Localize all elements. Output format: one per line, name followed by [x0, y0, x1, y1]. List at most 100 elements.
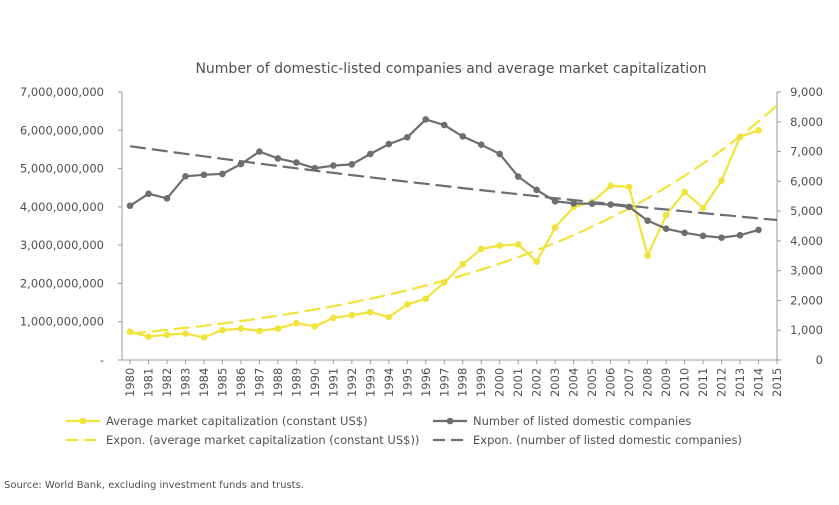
data-point — [736, 133, 744, 141]
data-point — [755, 126, 762, 134]
legend-marker — [79, 417, 87, 425]
x-tick-label: 2002 — [530, 368, 544, 397]
right-tick-label: 2,000 — [790, 293, 823, 307]
x-tick-label: 1992 — [345, 368, 359, 397]
data-point — [514, 241, 522, 248]
x-tick-label: 2003 — [548, 368, 562, 397]
x-tick-label: 1996 — [419, 368, 433, 397]
data-point — [126, 202, 134, 210]
x-tick-label: 1987 — [252, 368, 266, 397]
data-point — [385, 140, 393, 148]
data-point — [145, 190, 152, 198]
x-tick-label: 1995 — [400, 368, 414, 397]
left-tick-label: 7,000,000,000 — [20, 85, 104, 99]
data-point — [367, 308, 374, 316]
x-tick-label: 1990 — [308, 368, 322, 397]
x-tick-label: 1991 — [326, 368, 340, 397]
data-point — [182, 172, 189, 180]
data-point — [699, 232, 707, 240]
x-tick-label: 2006 — [604, 368, 618, 397]
source-note: Source: World Bank, excluding investment… — [4, 480, 304, 491]
data-point — [256, 148, 263, 155]
left-tick-label: 6,000,000,000 — [20, 123, 104, 137]
left-tick-label: 4,000,000,000 — [20, 200, 104, 214]
data-point — [533, 186, 540, 194]
data-point — [681, 229, 688, 237]
x-tick-label: 2014 — [752, 368, 766, 397]
x-tick-label: 1999 — [474, 368, 488, 397]
data-point — [293, 159, 300, 166]
data-point — [459, 133, 467, 140]
right-tick-label: 7,000 — [790, 145, 823, 159]
data-point — [126, 328, 134, 335]
x-tick-label: 2012 — [715, 368, 729, 397]
data-point — [570, 200, 577, 207]
data-point — [477, 141, 485, 149]
data-point — [348, 311, 356, 319]
x-tick-label: 2005 — [585, 368, 599, 397]
legend-label: Expon. (average market capitalization (c… — [106, 433, 419, 447]
x-tick-label: 1980 — [123, 368, 137, 397]
x-tick-label: 1998 — [456, 368, 470, 397]
left-tick-label: 5,000,000,000 — [20, 162, 104, 176]
right-tick-label: 3,000 — [790, 264, 823, 278]
data-point — [662, 225, 670, 232]
x-tick-label: 2009 — [659, 368, 673, 397]
data-point — [367, 150, 374, 158]
legend-label: Average market capitalization (constant … — [106, 414, 368, 428]
data-point — [496, 150, 504, 158]
legend: Average market capitalization (constant … — [66, 414, 742, 447]
data-point — [422, 116, 430, 123]
legend-label: Number of listed domestic companies — [473, 414, 691, 428]
data-point — [607, 201, 614, 208]
chart-title: Number of domestic-listed companies and … — [195, 61, 706, 77]
x-tick-label: 2008 — [641, 368, 655, 397]
trend-line — [129, 104, 778, 335]
data-point — [219, 170, 226, 178]
x-tick-label: 1993 — [363, 368, 377, 397]
x-tick-label: 1997 — [437, 368, 451, 397]
data-point — [625, 203, 633, 211]
right-tick-label: 0 — [816, 353, 823, 367]
x-tick-label: 1994 — [382, 368, 396, 397]
data-point — [755, 226, 762, 234]
legend-label: Expon. (number of listed domestic compan… — [473, 433, 742, 447]
data-point — [644, 252, 651, 259]
data-point — [422, 295, 430, 303]
x-tick-label: 2015 — [770, 368, 784, 397]
x-tick-label: 2000 — [493, 368, 507, 397]
x-tick-label: 1984 — [197, 368, 211, 397]
x-tick-label: 2004 — [567, 368, 581, 397]
x-tick-label: 2013 — [733, 368, 747, 397]
data-point — [274, 325, 282, 332]
data-point — [718, 177, 725, 185]
data-point — [403, 133, 411, 141]
left-tick-label: 3,000,000,000 — [20, 238, 104, 252]
right-tick-label: 8,000 — [790, 115, 823, 129]
left-tick-label: 1,000,000,000 — [20, 315, 104, 329]
data-point — [699, 204, 707, 212]
x-tick-label: 2010 — [678, 368, 692, 397]
x-tick-label: 2001 — [511, 368, 525, 397]
right-tick-label: 5,000 — [790, 204, 823, 218]
legend-marker — [446, 417, 454, 425]
series-lines — [126, 116, 762, 341]
data-point — [237, 325, 245, 332]
right-tick-label: 1,000 — [790, 323, 823, 337]
data-point — [588, 200, 596, 207]
data-point — [274, 155, 282, 162]
data-point — [514, 173, 522, 180]
data-point — [145, 333, 152, 340]
data-point — [311, 323, 319, 330]
x-tick-label: 2007 — [622, 368, 636, 397]
data-point — [496, 242, 504, 249]
x-tick-label: 1985 — [215, 368, 229, 397]
data-point — [200, 334, 208, 341]
data-point — [533, 258, 540, 265]
data-point — [330, 162, 337, 169]
x-tick-label: 1986 — [234, 368, 248, 397]
series-line — [129, 129, 759, 339]
data-point — [440, 121, 448, 129]
x-tick-label: 1983 — [178, 368, 192, 397]
data-point — [644, 217, 651, 224]
